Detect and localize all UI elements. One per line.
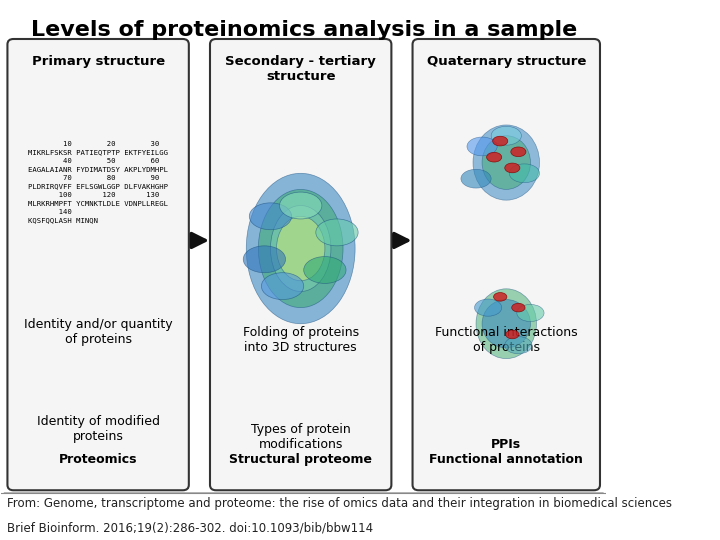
FancyBboxPatch shape [413,39,600,490]
Ellipse shape [505,336,532,354]
Ellipse shape [276,217,325,281]
FancyBboxPatch shape [210,39,392,490]
Text: Identity of modified
proteins: Identity of modified proteins [37,415,160,443]
Text: Secondary - tertiary
structure: Secondary - tertiary structure [225,55,376,83]
Text: Primary structure: Primary structure [32,55,165,68]
Ellipse shape [279,192,322,219]
Ellipse shape [512,303,525,312]
Text: Structural proteome: Structural proteome [229,453,372,466]
Ellipse shape [517,305,544,322]
FancyBboxPatch shape [7,39,189,490]
Ellipse shape [482,300,531,348]
Ellipse shape [246,173,355,323]
Text: Identity and/or quantity
of proteins: Identity and/or quantity of proteins [24,319,173,346]
Ellipse shape [467,137,498,156]
Text: Proteomics: Proteomics [59,453,138,466]
Ellipse shape [474,299,502,316]
Ellipse shape [476,289,536,359]
Ellipse shape [304,256,346,284]
Ellipse shape [509,164,539,183]
Ellipse shape [482,136,531,190]
Text: From: Genome, transcriptome and proteome: the rise of omics data and their integ: From: Genome, transcriptome and proteome… [7,497,672,510]
Ellipse shape [491,126,521,145]
Text: Quaternary structure: Quaternary structure [426,55,586,68]
Ellipse shape [510,147,526,157]
Ellipse shape [473,125,539,200]
Text: 10        20        30
MIKRLFSKSR PATIEQTPTP EKTFYEILGG
        40        50    : 10 20 30 MIKRLFSKSR PATIEQTPTP EKTFYEILG… [28,141,168,224]
Text: Functional interactions
of proteins: Functional interactions of proteins [435,326,577,354]
Ellipse shape [492,136,508,146]
Ellipse shape [271,206,331,292]
Text: Types of protein
modifications: Types of protein modifications [251,423,351,451]
Ellipse shape [494,293,507,301]
Ellipse shape [487,152,502,162]
Ellipse shape [261,273,304,300]
Ellipse shape [243,246,286,273]
Text: PPIs
Functional annotation: PPIs Functional annotation [429,438,583,466]
Text: Folding of proteins
into 3D structures: Folding of proteins into 3D structures [243,326,359,354]
Ellipse shape [249,203,292,230]
Ellipse shape [505,163,520,173]
Text: Brief Bioinform. 2016;19(2):286-302. doi:10.1093/bib/bbw114: Brief Bioinform. 2016;19(2):286-302. doi… [7,522,374,535]
Ellipse shape [258,190,343,308]
Ellipse shape [505,330,519,339]
Ellipse shape [316,219,358,246]
Ellipse shape [461,169,491,188]
Text: Levels of proteinomics analysis in a sample: Levels of proteinomics analysis in a sam… [30,20,577,40]
